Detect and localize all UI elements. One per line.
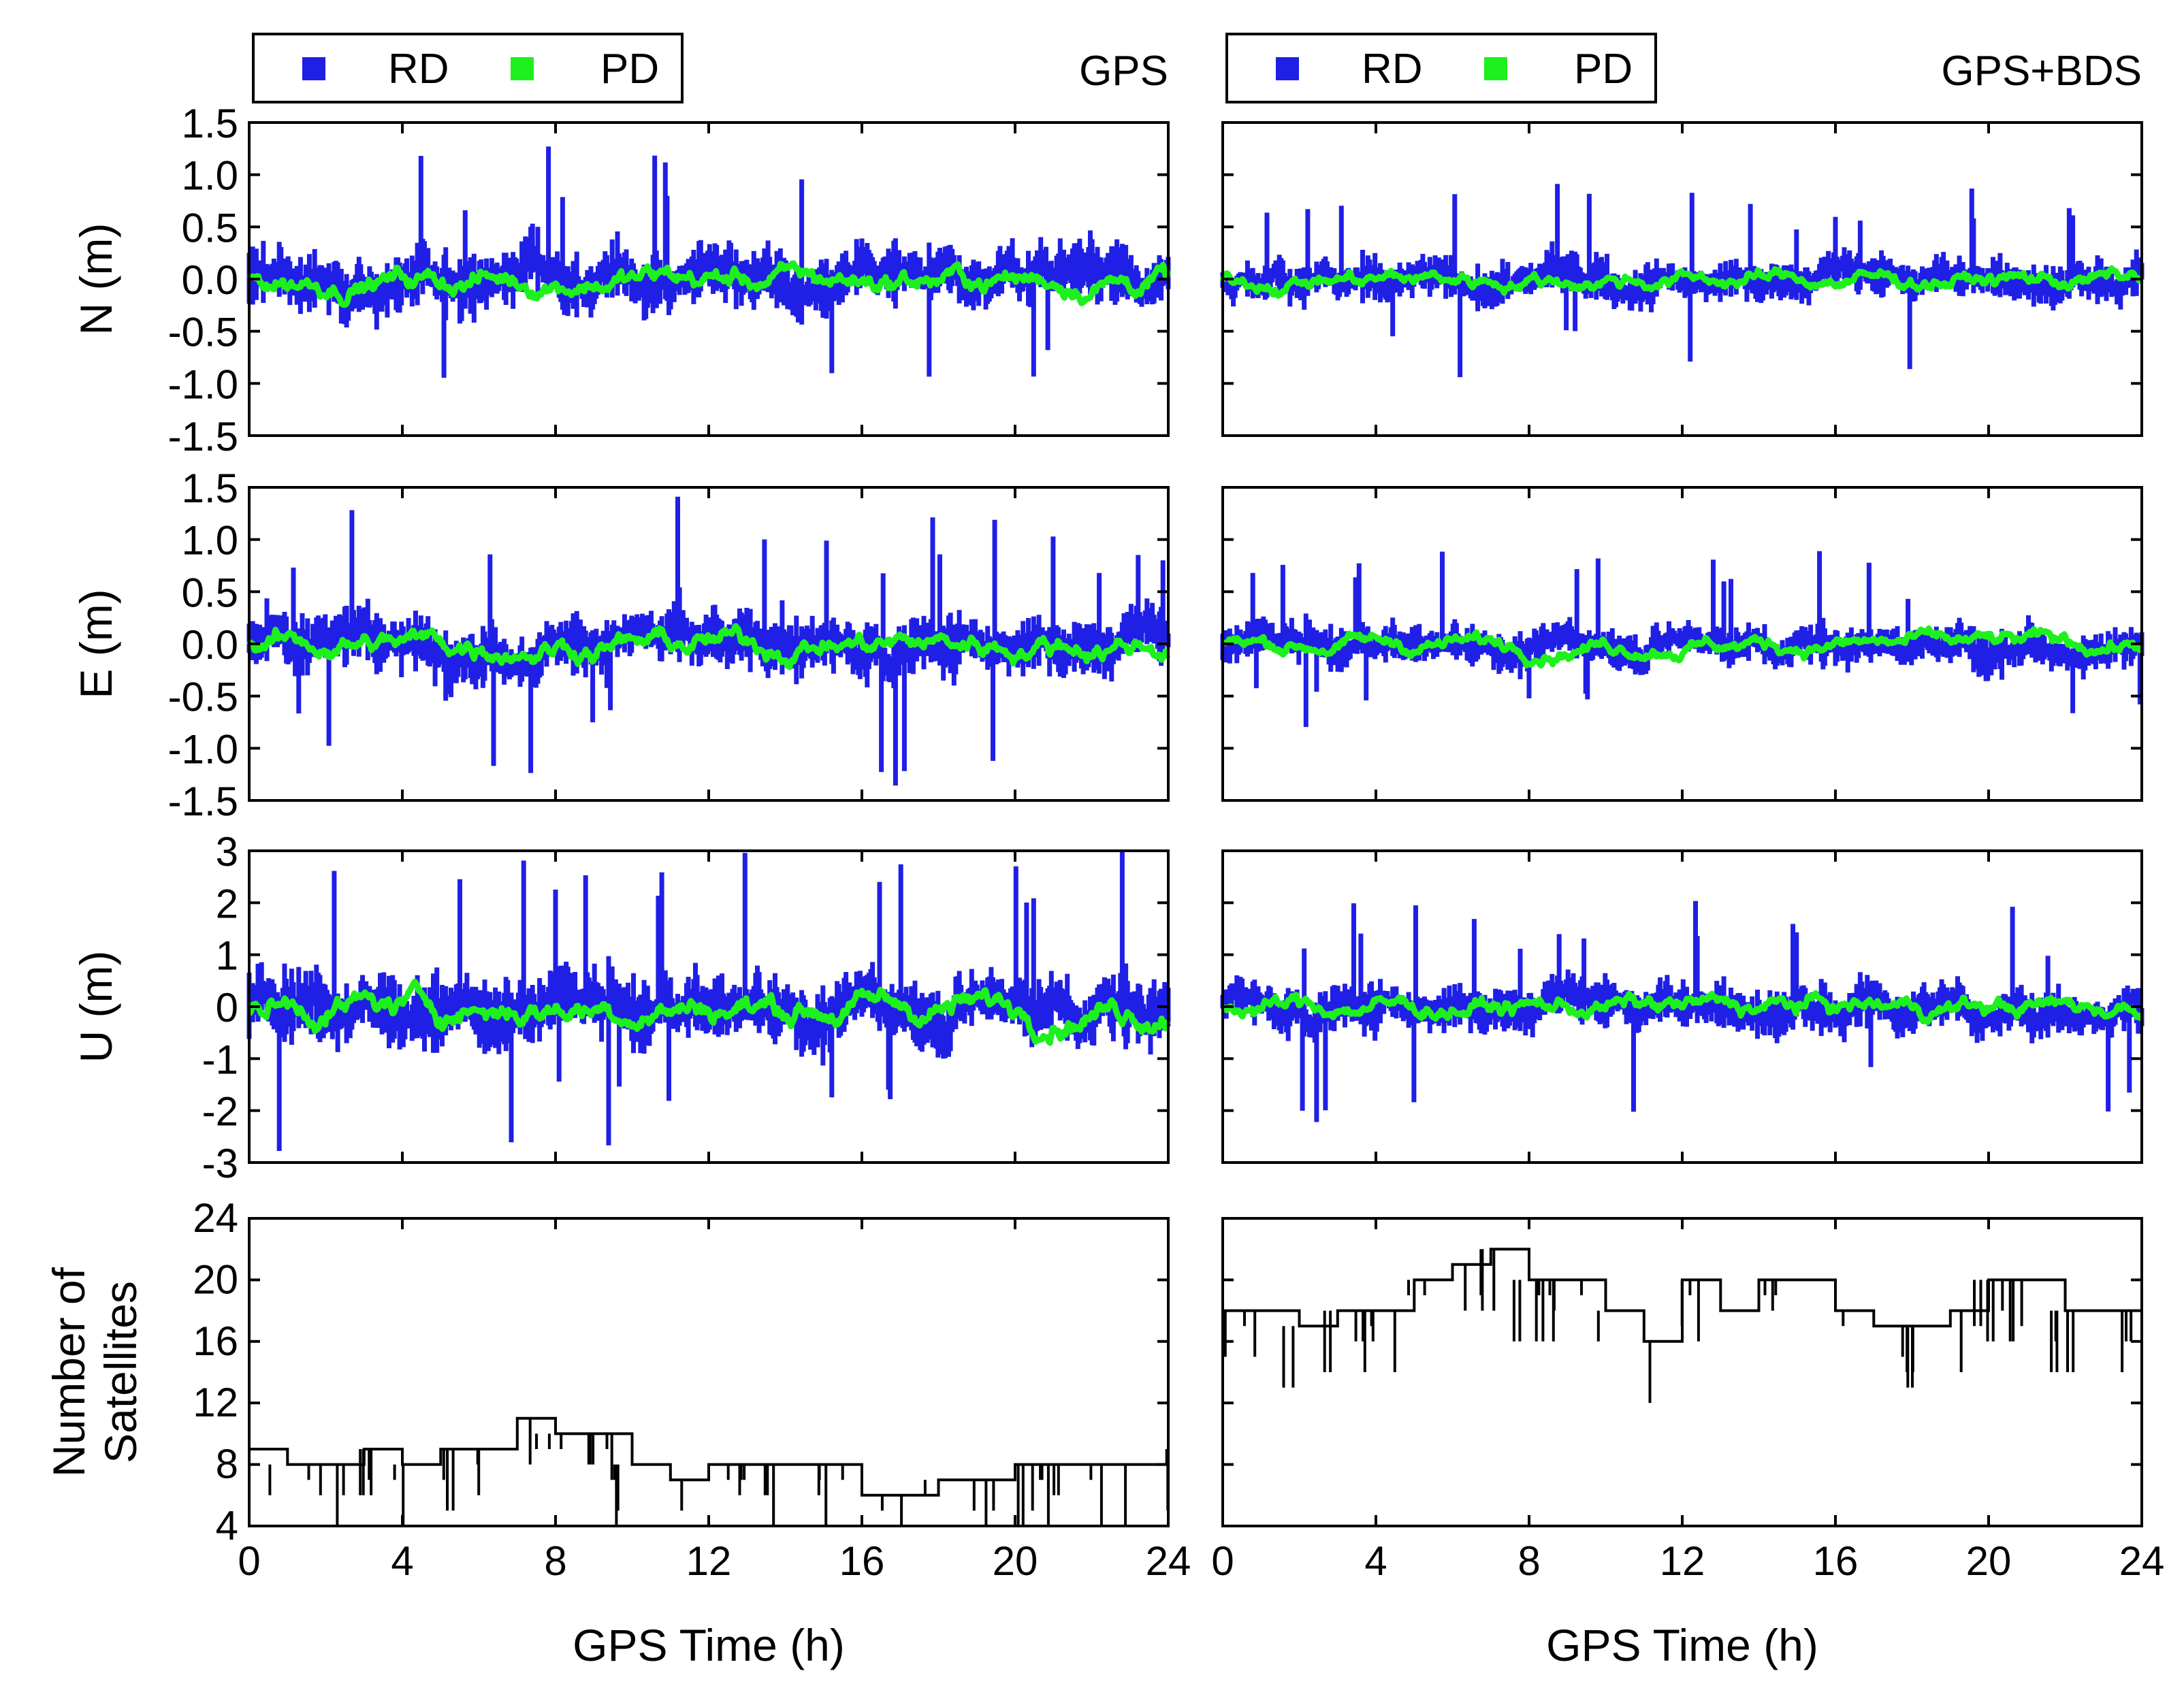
plot-layer [246, 146, 2145, 1526]
x-tick-label: 4 [391, 1538, 413, 1584]
panel-u-gps [246, 851, 1172, 1151]
x-tick-label: 12 [686, 1538, 732, 1584]
series-rd [246, 146, 1171, 378]
legend-pd-label: PD [600, 46, 659, 93]
frame-layer [248, 121, 2143, 1527]
y-tick-label: 0.0 [182, 622, 238, 668]
x-tick-label: 20 [1966, 1538, 2012, 1584]
series-pd [1220, 625, 2144, 669]
y-axis-title-line1: Number of [44, 1267, 94, 1477]
legend-rd-marker [302, 57, 325, 80]
y-axis-title-line2: Satellites [95, 1281, 146, 1463]
x-axis-title: GPS Time (h) [573, 1620, 845, 1670]
x-tick-label: 4 [1364, 1538, 1387, 1584]
y-axis-title: E (m) [71, 589, 121, 698]
x-tick-label: 8 [1517, 1538, 1540, 1584]
y-tick-label: 0.5 [182, 205, 238, 250]
x-tick-label: 24 [2119, 1538, 2165, 1584]
legend-pd-label: PD [1574, 46, 1633, 93]
x-tick-label: 20 [993, 1538, 1038, 1584]
x-tick-label: 16 [1813, 1538, 1859, 1584]
y-tick-label: 2 [216, 881, 238, 926]
x-tick-label: 12 [1660, 1538, 1705, 1584]
y-tick-label: 20 [193, 1256, 238, 1302]
y-axis-title: N (m) [71, 223, 121, 336]
panel-satellites-gps [249, 1416, 1170, 1526]
y-tick-label: 1.0 [182, 518, 238, 564]
panel-n-gps [246, 146, 1172, 378]
y-tick-label: -1 [202, 1037, 238, 1082]
y-tick-label: -1.5 [168, 414, 238, 459]
legend-pd-marker [511, 57, 534, 80]
x-tick-label: 0 [1211, 1538, 1234, 1584]
x-tick-label: 0 [238, 1538, 260, 1584]
series-pd [1221, 990, 2144, 1026]
panel-e-gps [246, 496, 1171, 786]
y-tick-label: -1.0 [168, 726, 238, 772]
y-tick-label: 1.5 [182, 101, 238, 146]
x-axis-title: GPS Time (h) [1546, 1620, 1818, 1670]
legend-rd-marker [1276, 57, 1299, 80]
legend-rd-label: RD [1362, 46, 1423, 93]
y-tick-label: -2 [202, 1089, 238, 1135]
label-layer: 1.5 1.0 0.5 0.0 -0.5 -1.0 -1.5 1.5 1.0 0.5 0.0 -0.5… [44, 33, 2165, 1670]
y-tick-label: 1.5 [182, 466, 238, 511]
y-tick-label: -3 [202, 1141, 238, 1186]
x-tick-label: 24 [1146, 1538, 1191, 1584]
plot-frame [1221, 1217, 2143, 1527]
panel-u-gps-bds [1220, 900, 2145, 1122]
y-tick-label: 0.0 [182, 257, 238, 303]
satellite-count-line [1223, 1248, 2142, 1403]
y-tick-label: 0.5 [182, 570, 238, 615]
y-tick-label: 0 [216, 985, 238, 1030]
series-pd [247, 978, 1172, 1046]
series-pd [246, 623, 1171, 670]
y-tick-label: 1.0 [182, 153, 238, 199]
y-tick-label: 12 [193, 1380, 238, 1425]
y-tick-label: -1.5 [168, 779, 238, 824]
panel-e-gps-bds [1220, 551, 2145, 728]
y-tick-label: 4 [216, 1503, 238, 1548]
series-pd [247, 260, 1172, 308]
satellite-count-line [249, 1416, 1170, 1526]
x-tick-label: 16 [839, 1538, 885, 1584]
y-tick-label: -0.5 [168, 675, 238, 720]
panel-n-gps-bds [1219, 184, 2145, 378]
y-tick-label: 1 [216, 933, 238, 979]
x-tick-label: 8 [544, 1538, 566, 1584]
y-axis-title: U (m) [71, 951, 121, 1063]
legend-rd-label: RD [388, 46, 449, 93]
y-tick-label: 16 [193, 1318, 238, 1364]
column-title: GPS+BDS [1941, 48, 2142, 95]
panel-satellites-gps-bds [1223, 1248, 2142, 1403]
column-title: GPS [1079, 48, 1168, 95]
legend-pd-marker [1484, 57, 1507, 80]
y-tick-label: -0.5 [168, 310, 238, 355]
series-pd [1219, 265, 2145, 299]
y-tick-label: 24 [193, 1195, 238, 1241]
y-tick-label: -1.0 [168, 361, 238, 407]
y-tick-label: 8 [216, 1442, 238, 1487]
y-tick-label: 3 [216, 829, 238, 875]
